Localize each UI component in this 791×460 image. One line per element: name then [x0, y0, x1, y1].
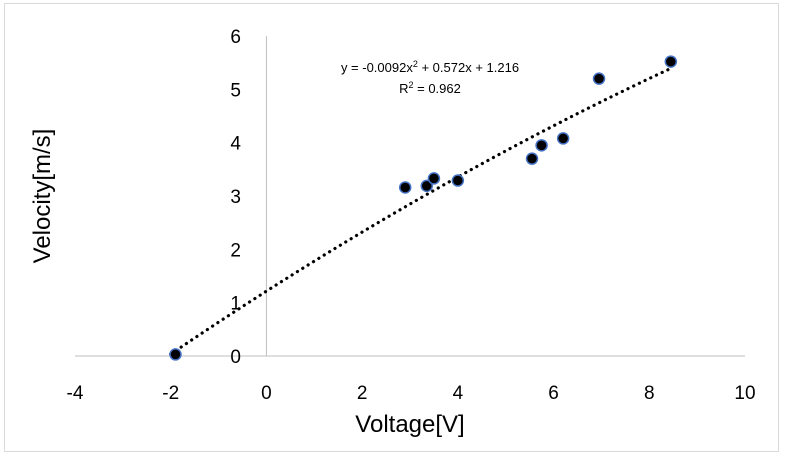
x-tick-label: 10 [734, 383, 755, 404]
data-point [592, 72, 606, 85]
y-tick-label: 1 [230, 294, 241, 315]
x-tick-label: 6 [548, 383, 559, 404]
x-tick-labels: -4 -2 0 2 4 6 8 10 [67, 383, 756, 404]
data-point [556, 132, 570, 145]
data-points [169, 55, 678, 361]
x-tick-label: -4 [67, 383, 84, 404]
y-tick-label: 4 [230, 134, 241, 155]
y-tick-label: 5 [230, 80, 241, 101]
y-tick-label: 6 [230, 27, 241, 48]
data-point [664, 55, 678, 68]
x-axis-title: Voltage[V] [355, 411, 464, 438]
data-point [398, 181, 412, 194]
x-tick-label: 0 [261, 383, 272, 404]
y-tick-label: 0 [230, 347, 241, 368]
y-axis-title: Velocity[m/s] [29, 129, 56, 264]
x-tick-label: -2 [162, 383, 179, 404]
trendline-equation: y = -0.0092x2 + 0.572x + 1.216 [341, 59, 519, 75]
data-point [535, 139, 548, 152]
y-tick-labels: 0 1 2 3 4 5 6 [230, 27, 241, 368]
axes [75, 36, 745, 357]
x-tick-label: 4 [453, 383, 464, 404]
r-squared-label: R2 = 0.962 [399, 80, 461, 96]
data-point [525, 152, 539, 165]
data-point [451, 174, 465, 187]
data-point [427, 172, 441, 185]
x-tick-label: 8 [644, 383, 655, 404]
y-tick-label: 3 [230, 187, 241, 208]
y-tick-label: 2 [230, 240, 241, 261]
trendline [169, 67, 671, 356]
x-tick-label: 2 [357, 383, 368, 404]
data-point [420, 179, 433, 193]
data-point [169, 348, 182, 361]
